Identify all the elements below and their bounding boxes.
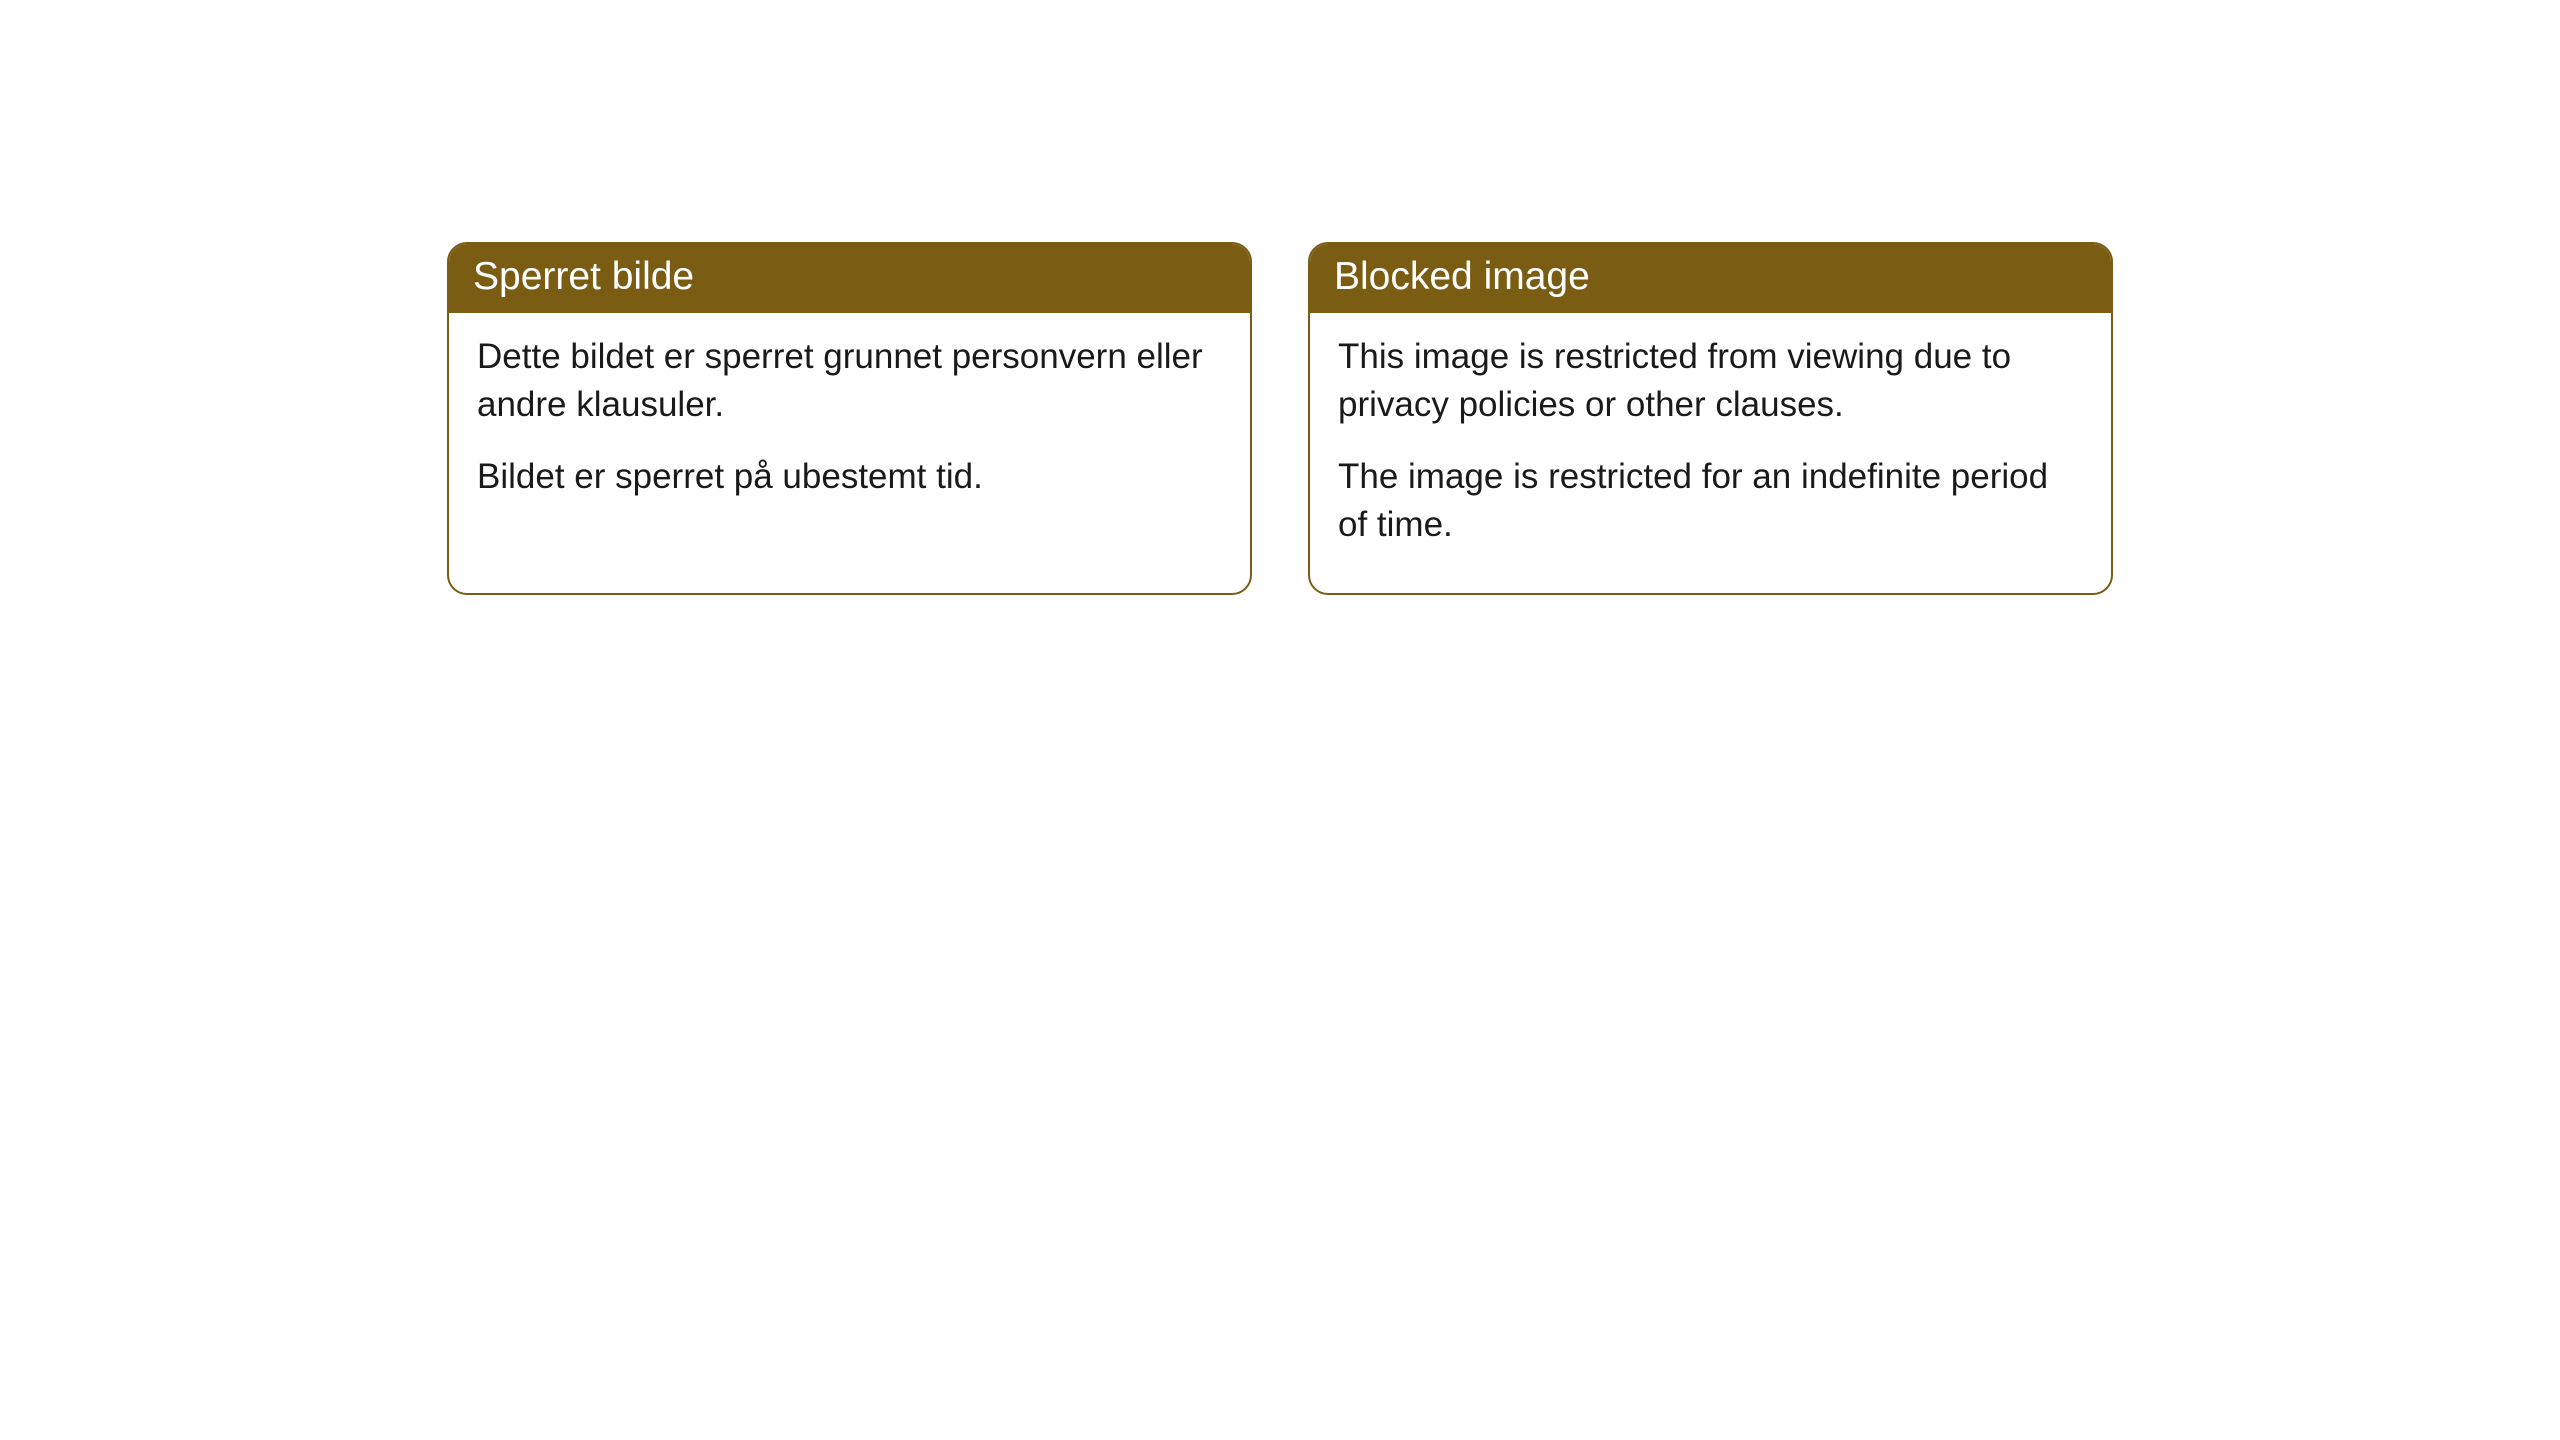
notice-cards-container: Sperret bilde Dette bildet er sperret gr…: [447, 242, 2113, 595]
card-header: Blocked image: [1310, 244, 2111, 313]
card-paragraph: This image is restricted from viewing du…: [1338, 333, 2083, 429]
card-paragraph: The image is restricted for an indefinit…: [1338, 453, 2083, 549]
card-title: Blocked image: [1334, 255, 1590, 298]
card-paragraph: Bildet er sperret på ubestemt tid.: [477, 453, 1222, 501]
card-paragraph: Dette bildet er sperret grunnet personve…: [477, 333, 1222, 429]
notice-card-norwegian: Sperret bilde Dette bildet er sperret gr…: [447, 242, 1252, 595]
card-title: Sperret bilde: [473, 255, 694, 298]
card-header: Sperret bilde: [449, 244, 1250, 313]
card-body: Dette bildet er sperret grunnet personve…: [449, 313, 1250, 545]
card-body: This image is restricted from viewing du…: [1310, 313, 2111, 593]
notice-card-english: Blocked image This image is restricted f…: [1308, 242, 2113, 595]
